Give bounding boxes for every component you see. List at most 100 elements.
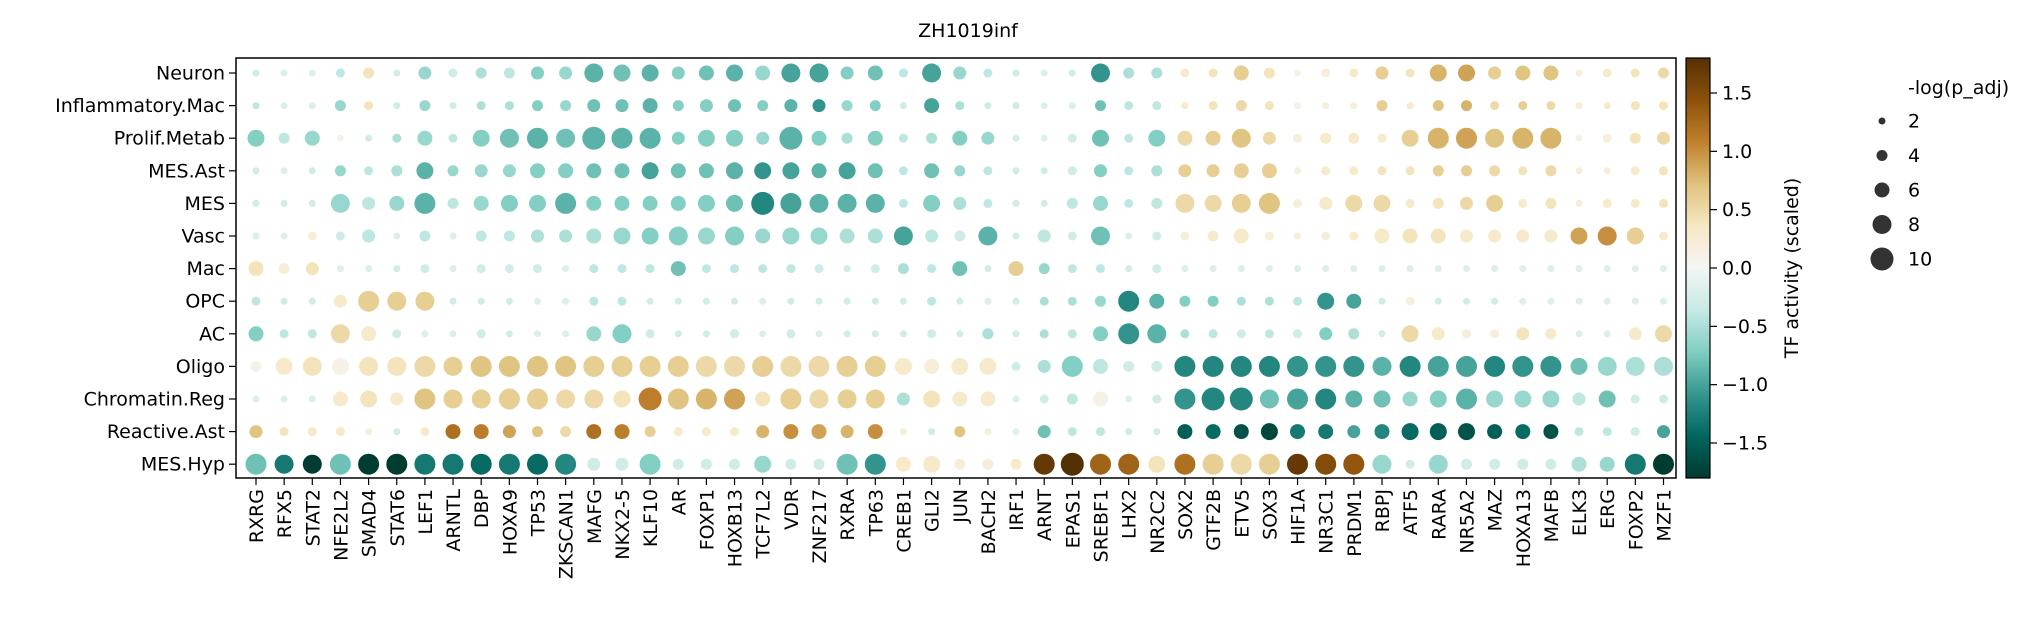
dot-Prolif.Metab-BACH2 — [981, 131, 995, 145]
dot-Vasc-HOXA9 — [503, 230, 515, 242]
dot-Reactive.Ast-RBPJ — [1374, 424, 1390, 440]
dot-Reactive.Ast-TP53 — [532, 426, 543, 438]
dot-MES.Hyp-MZF1 — [1653, 453, 1674, 475]
dot-Mac-TP53 — [533, 264, 542, 274]
dot-AC-ARNT — [1039, 329, 1049, 339]
dot-MES.Hyp-JUN — [954, 458, 966, 470]
dot-OPC-PRDM1 — [1346, 293, 1362, 309]
dot-Neuron-PRDM1 — [1349, 68, 1359, 78]
dot-Mac-LHX2 — [1125, 265, 1133, 273]
dot-OPC-HOXB13 — [731, 297, 738, 305]
dot-Vasc-DBP — [475, 230, 487, 242]
dot-Neuron-VDR — [781, 63, 801, 83]
col-label: IRF1 — [1006, 489, 1028, 531]
dot-MES-TP53 — [529, 194, 546, 212]
dot-Reactive.Ast-LEF1 — [420, 427, 430, 437]
col-label: RBPJ — [1372, 489, 1394, 532]
col-label: MAZ — [1485, 489, 1507, 531]
dot-OPC-RFX5 — [280, 297, 288, 305]
dot-Oligo-SOX2 — [1174, 355, 1196, 377]
dot-Inflammatory.Mac-ZNF217 — [812, 99, 826, 113]
dot-Inflammatory.Mac-MAFG — [587, 99, 601, 113]
row-label: MES.Hyp — [141, 454, 225, 476]
dot-MES-SOX2 — [1175, 193, 1195, 213]
dot-Oligo-MAFG — [583, 355, 605, 377]
dot-Neuron-AR — [671, 66, 685, 80]
dot-Neuron-ARNTL — [448, 68, 458, 78]
dot-AC-SOX3 — [1264, 329, 1274, 339]
dot-Mac-MAZ — [1491, 265, 1499, 273]
dot-Vasc-RARA — [1430, 228, 1446, 244]
dot-MES-ERG — [1602, 198, 1612, 208]
dot-Inflammatory.Mac-SREBF1 — [1095, 100, 1106, 112]
dot-MES.Hyp-MAFG — [587, 457, 601, 471]
dot-OPC-ARNTL — [449, 297, 457, 305]
dot-OPC-AR — [674, 297, 682, 305]
colorbar-tick-label: 0.0 — [1722, 258, 1752, 280]
dot-Neuron-NFE2L2 — [335, 68, 345, 78]
dot-Prolif.Metab-MAZ — [1485, 128, 1505, 148]
dot-Prolif.Metab-ATF5 — [1401, 129, 1419, 147]
dot-Prolif.Metab-RXRG — [247, 129, 265, 147]
dot-MES.Ast-CREB1 — [898, 166, 908, 176]
dot-Vasc-SREBF1 — [1091, 226, 1110, 246]
col-label: ELK3 — [1569, 489, 1591, 536]
dot-AC-ETV5 — [1236, 329, 1246, 339]
dot-Reactive.Ast-DBP — [473, 424, 489, 440]
dot-OPC-SREBF1 — [1095, 295, 1106, 307]
dot-OPC-RXRA — [843, 297, 851, 305]
dot-MES-RXRG — [252, 199, 260, 207]
dot-Reactive.Ast-KLF10 — [644, 426, 656, 438]
dot-Neuron-GTF2B — [1208, 68, 1218, 78]
dot-MES.Hyp-ARNT — [1033, 453, 1055, 475]
dot-MES-SREBF1 — [1093, 195, 1108, 211]
dot-Vasc-NR2C2 — [1152, 231, 1162, 241]
dot-Neuron-ETV5 — [1233, 65, 1249, 81]
dot-OPC-FOXP2 — [1631, 297, 1639, 305]
dot-OPC-STAT6 — [387, 291, 407, 311]
dot-OPC-ETV5 — [1236, 296, 1246, 306]
dot-MES-BACH2 — [983, 198, 993, 208]
dot-MES.Hyp-ELK3 — [1571, 456, 1587, 472]
dot-Mac-NR3C1 — [1322, 265, 1330, 273]
dot-OPC-NKX2-5 — [617, 296, 627, 306]
dot-Chromatin.Reg-NR5A2 — [1456, 388, 1477, 410]
dot-MES.Hyp-ERG — [1599, 456, 1615, 472]
row-label: Chromatin.Reg — [84, 389, 225, 411]
dot-Mac-CREB1 — [897, 263, 909, 275]
dot-Prolif.Metab-IRF1 — [1012, 134, 1020, 142]
dot-Reactive.Ast-NR3C1 — [1318, 424, 1334, 440]
dot-Prolif.Metab-JUN — [952, 130, 968, 146]
dot-Mac-ARNTL — [449, 265, 457, 273]
dot-MES.Hyp-ZNF217 — [813, 458, 825, 470]
dot-MES.Hyp-NR5A2 — [1461, 458, 1472, 470]
plot-frame — [235, 57, 1677, 479]
dot-MES.Ast-EPAS1 — [1067, 166, 1077, 176]
dot-Prolif.Metab-FOXP1 — [697, 129, 715, 147]
dot-Chromatin.Reg-ZKSCAN1 — [556, 389, 576, 409]
dot-Prolif.Metab-RFX5 — [278, 132, 290, 144]
dot-MES.Ast-IRF1 — [1012, 167, 1020, 175]
dot-Mac-JUN — [952, 261, 968, 277]
dot-AC-MZF1 — [1655, 325, 1672, 343]
dot-Neuron-LHX2 — [1123, 67, 1135, 79]
dot-Inflammatory.Mac-STAT2 — [308, 102, 316, 110]
dot-Vasc-LHX2 — [1125, 232, 1133, 240]
dot-Mac-HOXA9 — [504, 264, 514, 274]
dot-MES.Ast-SOX2 — [1178, 164, 1192, 178]
dot-Vasc-PRDM1 — [1349, 231, 1359, 241]
dot-Reactive.Ast-SMAD4 — [365, 428, 373, 436]
dot-Vasc-ELK3 — [1570, 227, 1588, 245]
dot-Mac-RXRG — [248, 261, 264, 277]
dot-Vasc-RXRA — [839, 228, 855, 244]
dot-Oligo-SMAD4 — [359, 356, 379, 376]
dot-Mac-NR2C2 — [1152, 264, 1162, 274]
dot-MES.Ast-VDR — [782, 162, 800, 180]
dot-Prolif.Metab-LHX2 — [1124, 133, 1134, 143]
dot-AC-KLF10 — [645, 329, 655, 339]
col-label: SOX3 — [1259, 489, 1281, 540]
dot-MES.Hyp-NR2C2 — [1148, 455, 1166, 473]
dot-Neuron-TP53 — [531, 66, 544, 80]
col-label: FOXP1 — [696, 489, 718, 550]
